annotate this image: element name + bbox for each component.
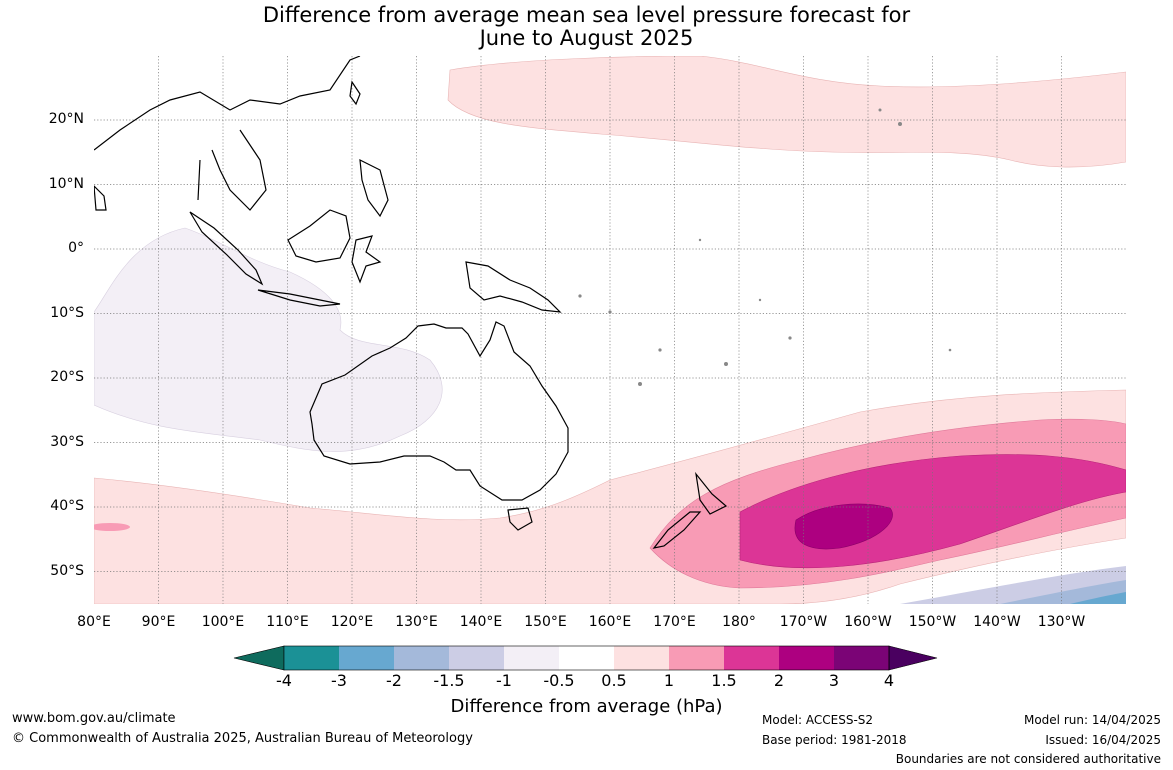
colorbar-tick-label: -4: [276, 671, 292, 690]
longitude-label: 170°W: [779, 614, 828, 630]
longitude-label: 80°E: [77, 614, 111, 630]
longitude-label: 170°E: [653, 614, 696, 630]
footer-model-run: Model run: 14/04/2025: [1023, 713, 1161, 727]
title-line-2: June to August 2025: [479, 26, 694, 50]
latitude-label: 20°N: [48, 111, 84, 127]
footer-model: Model: ACCESS-S2: [762, 713, 874, 727]
anomaly-region-minus-half: [94, 227, 443, 452]
colorbar-segment: [834, 646, 889, 670]
colorbar-segment: [559, 646, 614, 670]
colorbar-tick-label: -1: [496, 671, 512, 690]
anomaly-region-north-pacific: [447, 56, 1126, 168]
longitude-label: 150°E: [524, 614, 567, 630]
colorbar-segment: [614, 646, 669, 670]
australia-coastline: [309, 321, 569, 501]
colorbar-tick-label: -3: [331, 671, 347, 690]
latitude-label: 0°: [68, 240, 84, 256]
colorbar-tick-label: 4: [883, 671, 895, 690]
colorbar-segment: [339, 646, 394, 670]
new-zealand-south-coastline: [652, 511, 702, 549]
colorbar-segment: [284, 646, 339, 670]
anomaly-region-2hpa: [794, 503, 893, 550]
anomaly-region-south-east-minus2: [1000, 580, 1126, 604]
footer-base-period: Base period: 1981-2018: [762, 733, 907, 747]
colorbar-tick-label: 2: [773, 671, 785, 690]
map-title: Difference from average mean sea level p…: [0, 4, 1173, 50]
java-coastline: [257, 289, 341, 307]
colorbar-title: Difference from average (hPa): [450, 696, 723, 717]
borneo-coastline: [287, 209, 351, 263]
taiwan-coastline: [349, 80, 361, 106]
longitude-label: 130°E: [395, 614, 438, 630]
colorbar-extend-high: [888, 645, 938, 671]
longitude-label: 150°W: [908, 614, 957, 630]
philippines-coastline: [359, 158, 389, 218]
sulawesi-coastline: [351, 235, 382, 284]
latitude-label: 30°S: [50, 433, 84, 450]
latitude-label: 50°S: [50, 562, 84, 579]
new-zealand-north-coastline: [695, 471, 728, 515]
longitude-label: 100°E: [201, 614, 245, 630]
longitude-label: 110°E: [266, 614, 309, 630]
sumatra-coastline: [189, 211, 264, 286]
colorbar-tick-label: 0.5: [601, 671, 627, 690]
longitude-label: 120°E: [330, 614, 374, 630]
sri-lanka-coastline: [94, 185, 107, 211]
longitude-label: 140°W: [973, 614, 1021, 630]
footer-copyright: © Commonwealth of Australia 2025, Austra…: [12, 731, 473, 746]
longitude-label: 130°W: [1037, 614, 1086, 630]
colorbar-segment: [669, 646, 724, 670]
longitude-label: 160°W: [844, 614, 892, 630]
footer-disclaimer: Boundaries are not considered authoritat…: [895, 752, 1161, 766]
colorbar-tick-label: -2: [386, 671, 402, 690]
map-area: [94, 56, 1126, 604]
longitude-label: 180°: [722, 614, 756, 630]
colorbar-segment: [724, 646, 779, 670]
longitude-label: 90°E: [141, 614, 176, 630]
longitude-label: 160°E: [588, 614, 632, 630]
anomaly-patch-indian: [94, 523, 130, 531]
colorbar: [233, 645, 938, 671]
coastlines: [94, 56, 728, 549]
colorbar-segment: [449, 646, 504, 670]
anomaly-region-south-east-minus3: [1070, 592, 1126, 604]
new-guinea-coastline: [465, 261, 562, 313]
latitude-label: 10°S: [50, 304, 84, 321]
footer-url[interactable]: www.bom.gov.au/climate: [12, 711, 176, 726]
colorbar-tick-label: 1.5: [711, 671, 737, 690]
colorbar-tick-label: 1: [663, 671, 675, 690]
colorbar-extend-low: [233, 645, 285, 671]
colorbar-tick-label: 3: [828, 671, 840, 690]
latitude-label: 40°S: [50, 498, 84, 514]
latitude-label: 10°N: [48, 175, 84, 192]
colorbar-segment: [779, 646, 834, 670]
colorbar-segment: [394, 646, 449, 670]
longitude-label: 140°E: [459, 614, 503, 630]
footer-issued: Issued: 16/04/2025: [1045, 733, 1161, 747]
tasmania-coastline: [507, 507, 533, 531]
colorbar-tick-label: -0.5: [543, 671, 575, 690]
colorbar-segment: [504, 646, 559, 670]
title-line-1: Difference from average mean sea level p…: [262, 3, 911, 27]
colorbar-border: [283, 645, 890, 671]
pacific-islands: [578, 108, 952, 386]
colorbar-tick-label: -1.5: [433, 671, 465, 690]
latitude-label: 20°S: [50, 369, 84, 385]
asia-coastline: [94, 56, 361, 211]
